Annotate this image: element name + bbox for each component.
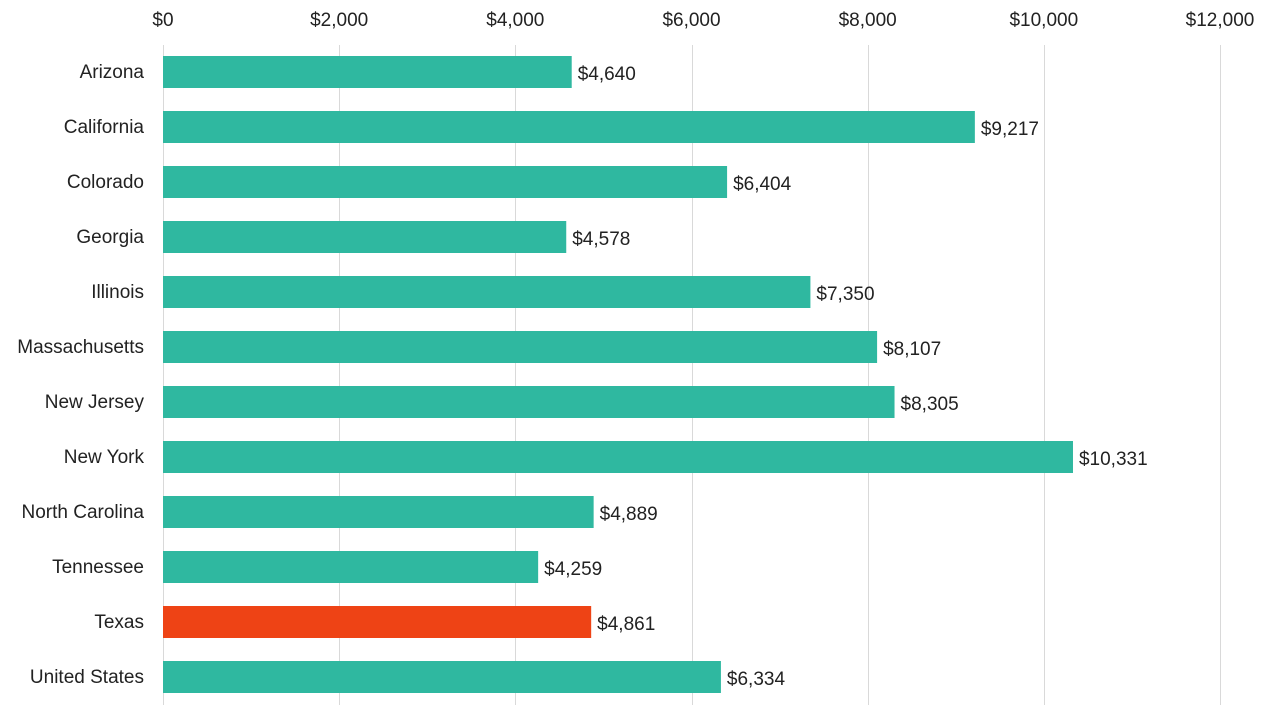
- category-label: Colorado: [67, 172, 144, 193]
- bar-new-jersey: [163, 386, 895, 418]
- data-label-layer: $4,640 $9,217 $6,404 $4,578 $7,350 $8,107 $8,3…: [544, 64, 1148, 690]
- data-label: $4,861: [597, 614, 655, 635]
- bar-colorado: [163, 166, 728, 198]
- category-label: Illinois: [91, 282, 144, 303]
- data-label: $6,404: [733, 174, 792, 195]
- x-tick-label: $12,000: [1186, 10, 1255, 31]
- data-label: $10,331: [1079, 449, 1148, 470]
- bar-tennessee: [163, 551, 539, 583]
- data-label: $9,217: [981, 119, 1039, 140]
- bar-arizona: [163, 56, 572, 88]
- bar-texas: [163, 606, 592, 638]
- x-tick-label: $8,000: [839, 10, 897, 31]
- category-label: Massachusetts: [17, 337, 144, 358]
- data-label: $8,305: [901, 394, 959, 415]
- bar-illinois: [163, 276, 811, 308]
- bar-massachusetts: [163, 331, 878, 363]
- category-label: New York: [64, 447, 145, 468]
- data-label: $4,578: [572, 229, 630, 250]
- bar-united-states: [163, 661, 721, 693]
- x-tick-label: $4,000: [486, 10, 544, 31]
- bar-new-york: [163, 441, 1073, 473]
- category-label: California: [64, 117, 145, 138]
- x-tick-label: $2,000: [310, 10, 368, 31]
- x-tick-label: $0: [152, 10, 173, 31]
- tick-label-layer: $0 $2,000 $4,000 $6,000 $8,000 $10,000 $12,000: [152, 10, 1254, 31]
- data-label: $4,640: [578, 64, 636, 85]
- category-label: North Carolina: [22, 502, 145, 523]
- grid-layer: [163, 45, 1221, 705]
- data-label: $6,334: [727, 669, 786, 690]
- data-label: $4,889: [600, 504, 658, 525]
- x-tick-label: $10,000: [1009, 10, 1078, 31]
- data-label: $8,107: [883, 339, 941, 360]
- category-label: Texas: [94, 612, 144, 633]
- category-label: Arizona: [80, 62, 145, 83]
- bar-georgia: [163, 221, 567, 253]
- bar-layer: [163, 56, 1073, 693]
- category-label: United States: [30, 667, 144, 688]
- bar-california: [163, 111, 975, 143]
- category-label: New Jersey: [45, 392, 145, 413]
- data-label: $7,350: [816, 284, 874, 305]
- category-label: Georgia: [76, 227, 144, 248]
- data-label: $4,259: [544, 559, 602, 580]
- category-label: Tennessee: [52, 557, 144, 578]
- bar-north-carolina: [163, 496, 594, 528]
- x-tick-label: $6,000: [662, 10, 720, 31]
- category-label-layer: Arizona California Colorado Georgia Illinois…: [17, 62, 144, 688]
